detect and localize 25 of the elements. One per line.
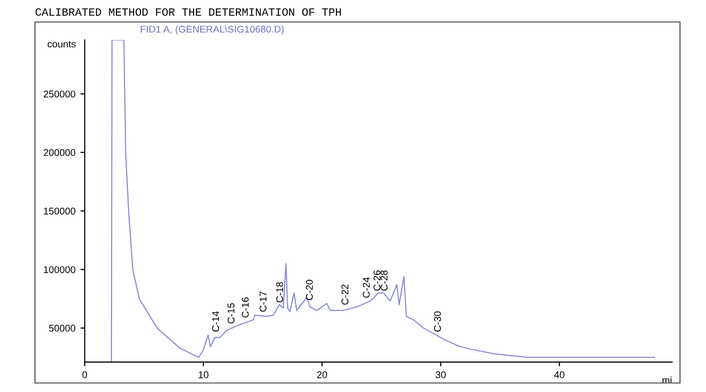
x-tick-label: 10 — [198, 371, 208, 378]
y-axis-title: counts — [48, 41, 76, 48]
chart-subtitle: FID1 A, (GENERAL\SIG10680.D) — [140, 25, 284, 35]
x-tick-label: 20 — [317, 371, 328, 378]
line-series — [110, 40, 655, 362]
y-tick-label: 100000 — [44, 266, 76, 274]
annotation: C-14 — [212, 311, 220, 332]
y-tick-label: 50000 — [49, 324, 76, 332]
annotation: C-30 — [434, 311, 441, 332]
annotation: C-26 — [374, 270, 380, 291]
annotation: C-28 — [380, 270, 388, 291]
y-tick-label: 150000 — [44, 208, 76, 215]
x-tick-label: 40 — [554, 371, 564, 378]
annotation: C-16 — [242, 297, 249, 318]
annotation: C-22 — [342, 284, 348, 305]
chart-title: CALIBRATED METHOD FOR THE DETERMINATION OF TPH — [36, 8, 341, 16]
y-tick-label: 200000 — [44, 149, 76, 156]
y-tick-label: 250000 — [44, 90, 76, 98]
annotation: C-24 — [362, 277, 370, 298]
annotation: C-18 — [276, 282, 284, 302]
x-tick-label: 0 — [82, 371, 88, 378]
annotation: C-17 — [260, 292, 267, 312]
x-tick-label: 30 — [436, 371, 446, 378]
annotation: C-20 — [306, 280, 313, 300]
annotation: C-15 — [228, 303, 234, 324]
